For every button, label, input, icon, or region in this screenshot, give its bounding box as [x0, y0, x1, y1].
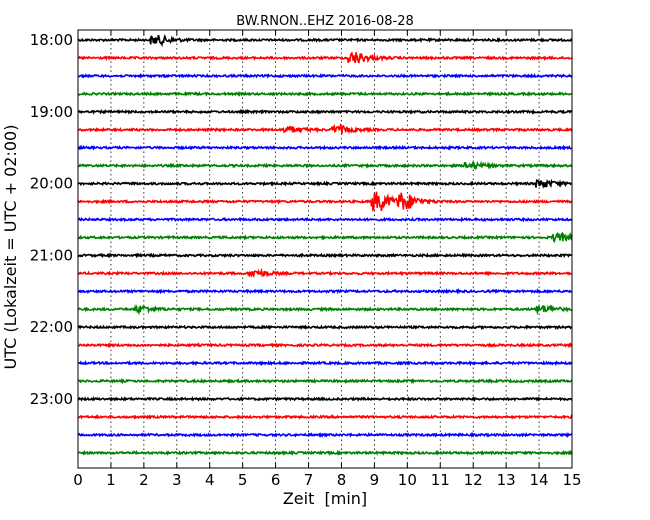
trace-line	[77, 431, 573, 439]
axis-ticks	[77, 30, 573, 468]
x-tick-label: 5	[238, 471, 248, 489]
x-tick-label: 8	[337, 471, 347, 489]
x-tick-label: 15	[562, 471, 581, 489]
trace-line	[77, 51, 573, 64]
trace-line	[77, 191, 573, 212]
trace-line	[77, 231, 573, 244]
trace-line	[78, 304, 573, 316]
x-tick-label: 12	[464, 471, 483, 489]
trace-line	[77, 90, 573, 98]
trace-line	[77, 72, 573, 79]
grid-lines	[110, 30, 540, 468]
y-tick-label: 20:00	[30, 175, 73, 193]
trace-line	[77, 395, 573, 403]
x-tick-label: 14	[530, 471, 549, 489]
trace-line	[77, 178, 573, 190]
y-tick-label: 23:00	[30, 390, 73, 408]
trace-line	[77, 377, 573, 385]
trace-line	[77, 252, 573, 259]
trace-line	[77, 324, 573, 331]
x-axis-label: Zeit [min]	[283, 489, 367, 508]
x-tick-labels: 0 1 2 3 4 5 6 7 8 9 10 11 12 13 14 15	[73, 471, 581, 489]
trace-line	[77, 341, 573, 349]
x-tick-label: 1	[106, 471, 116, 489]
trace-line	[77, 449, 573, 456]
trace-line	[77, 160, 573, 171]
trace-line	[77, 144, 573, 151]
x-tick-label: 2	[139, 471, 149, 489]
x-tick-label: 0	[73, 471, 83, 489]
y-tick-label: 21:00	[30, 246, 73, 264]
trace-line	[77, 414, 573, 420]
y-axis-label: UTC (Lokalzeit = UTC + 02:00)	[1, 125, 20, 370]
x-tick-label: 13	[497, 471, 516, 489]
seismic-traces	[77, 33, 573, 456]
trace-line	[77, 33, 573, 48]
trace-line	[77, 108, 573, 115]
chart-title: BW.RNON..EHZ 2016-08-28	[236, 14, 414, 29]
y-tick-label: 22:00	[30, 318, 73, 336]
x-tick-label: 11	[431, 471, 450, 489]
trace-line	[77, 267, 573, 279]
x-tick-label: 9	[370, 471, 380, 489]
y-tick-label: 18:00	[30, 31, 73, 49]
trace-line	[77, 122, 573, 135]
trace-line	[77, 288, 573, 295]
y-tick-label: 19:00	[30, 103, 73, 121]
trace-line	[77, 216, 573, 223]
x-tick-label: 4	[205, 471, 215, 489]
plot-frame	[77, 29, 573, 469]
y-tick-labels: 18:00 19:00 20:00 21:00 22:00 23:00	[30, 31, 73, 408]
x-tick-label: 6	[271, 471, 281, 489]
x-tick-label: 7	[304, 471, 314, 489]
x-tick-label: 3	[172, 471, 182, 489]
trace-line	[77, 359, 573, 367]
x-tick-label: 10	[398, 471, 417, 489]
